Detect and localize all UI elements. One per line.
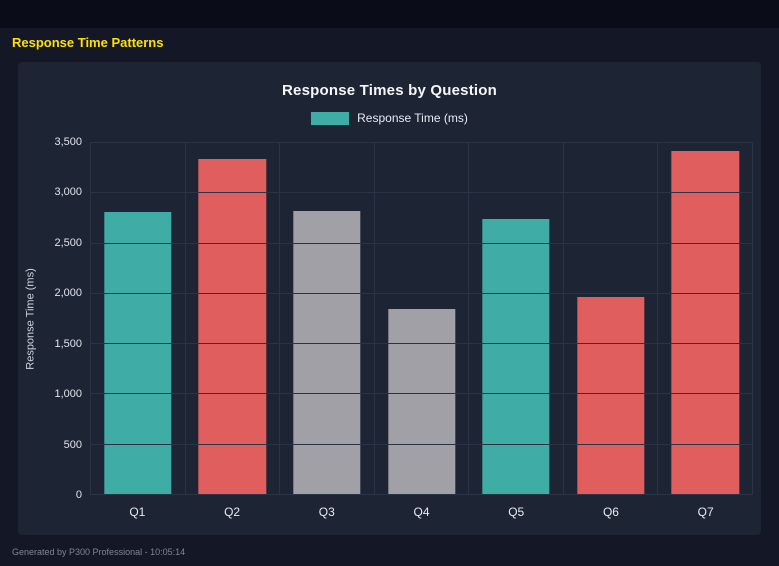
gridline [91, 443, 752, 445]
bar-q2 [198, 159, 267, 494]
bar-q6 [576, 296, 645, 494]
y-tick-label: 2,000 [54, 287, 82, 300]
x-tick-label-q4: Q4 [413, 505, 430, 519]
y-tick-label: 1,000 [54, 388, 82, 401]
bar-q4 [387, 308, 456, 494]
x-tick-label-q6: Q6 [602, 505, 619, 519]
chart-panel: Response Times by Question Response Time… [18, 62, 761, 535]
bar-slot-q4 [373, 142, 469, 494]
y-tick-label: 1,500 [54, 337, 82, 350]
bar-slot-q5 [468, 142, 563, 494]
legend-swatch [311, 111, 350, 125]
y-tick-label: 3,000 [54, 186, 82, 199]
chart-legend[interactable]: Response Time (ms) [18, 111, 761, 125]
footer-text: Generated by P300 Professional - 10:05:1… [12, 547, 186, 557]
gridline [91, 142, 752, 143]
chart-title: Response Times by Question [282, 82, 497, 99]
x-tick-label-q5: Q5 [508, 505, 525, 519]
bar-slot-q3 [279, 142, 374, 494]
gridline [91, 292, 752, 294]
x-tick-label-q3: Q3 [318, 505, 335, 519]
y-tick-label: 0 [75, 489, 82, 501]
x-tick-label-q1: Q1 [129, 505, 146, 519]
gridline [91, 343, 752, 345]
y-tick-label: 2,500 [54, 236, 82, 249]
bar-slot-q2 [184, 142, 280, 494]
gridline [91, 242, 752, 244]
bar-q5 [482, 219, 550, 494]
bar-q1 [104, 212, 172, 494]
bar-q7 [671, 151, 739, 494]
y-tick-label: 500 [63, 438, 82, 451]
x-axis-labels: Q1 Q2 Q3 Q4 Q5 Q6 Q7 [90, 505, 753, 519]
legend-label: Response Time (ms) [357, 111, 468, 125]
y-axis-ticks: 0 500 1,000 1,500 2,000 2,500 3,000 3,500 [18, 136, 82, 501]
x-tick-label-q7: Q7 [697, 505, 714, 519]
x-tick-label-q2: Q2 [224, 505, 241, 519]
bar-q3 [293, 211, 361, 494]
page-title: Response Time Patterns [12, 35, 164, 50]
plot-area [90, 142, 753, 495]
bar-slot-q1 [91, 142, 185, 494]
bar-slot-q7 [657, 142, 752, 494]
y-tick-label: 3,500 [54, 136, 82, 148]
gridline [91, 192, 752, 194]
top-strip [0, 0, 779, 28]
bar-slot-q6 [562, 142, 658, 494]
gridline [91, 393, 752, 395]
bar-slots [91, 142, 752, 494]
